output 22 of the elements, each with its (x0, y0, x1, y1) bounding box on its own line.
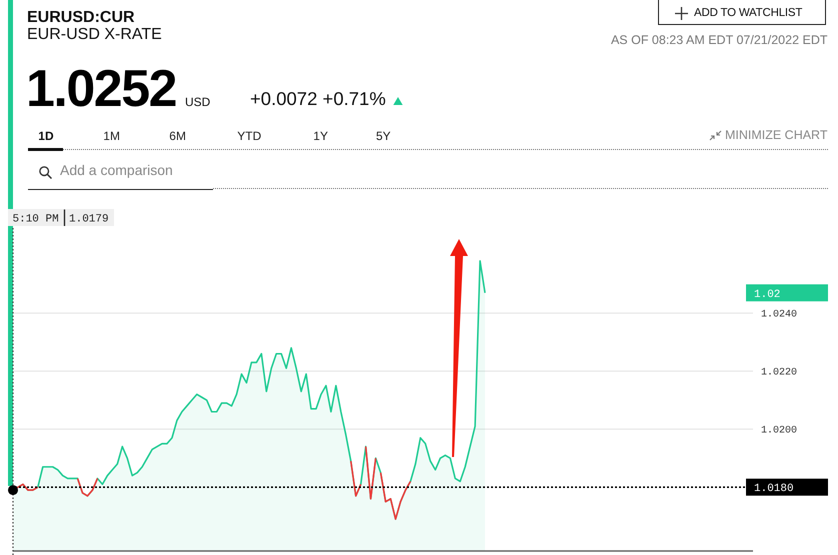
text: 1D (38, 129, 54, 144)
text: AS OF 08:23 AM EDT 07/21/2022 EDT (610, 33, 828, 48)
y-tick-label: 1.0200 (761, 426, 798, 437)
text: +0.0072 +0.71% (250, 88, 386, 110)
text: ADD TO WATCHLIST (694, 6, 802, 20)
y-tick-label: 1.0240 (761, 310, 798, 321)
chart-subtitle: EUR-USD X-RATE (27, 26, 162, 44)
text: 5Y (376, 129, 391, 144)
text: 5:10 PM (12, 214, 59, 226)
text: USD (185, 94, 210, 109)
ref-line-label: 1.0180 (754, 483, 794, 496)
text: 1M (103, 129, 120, 144)
text: 6M (169, 129, 186, 144)
text: MINIMIZE CHART (724, 128, 828, 142)
text: 1Y (313, 129, 328, 144)
text: 1.0252 (26, 60, 176, 118)
text: Add a comparison (60, 162, 173, 178)
y-tick-label: 1.0220 (761, 368, 798, 379)
chart-title: EURUSD:CUR (27, 8, 135, 26)
text: YTD (237, 129, 262, 144)
text: 1.0179 (69, 214, 109, 226)
text: 1.02 (754, 288, 780, 301)
